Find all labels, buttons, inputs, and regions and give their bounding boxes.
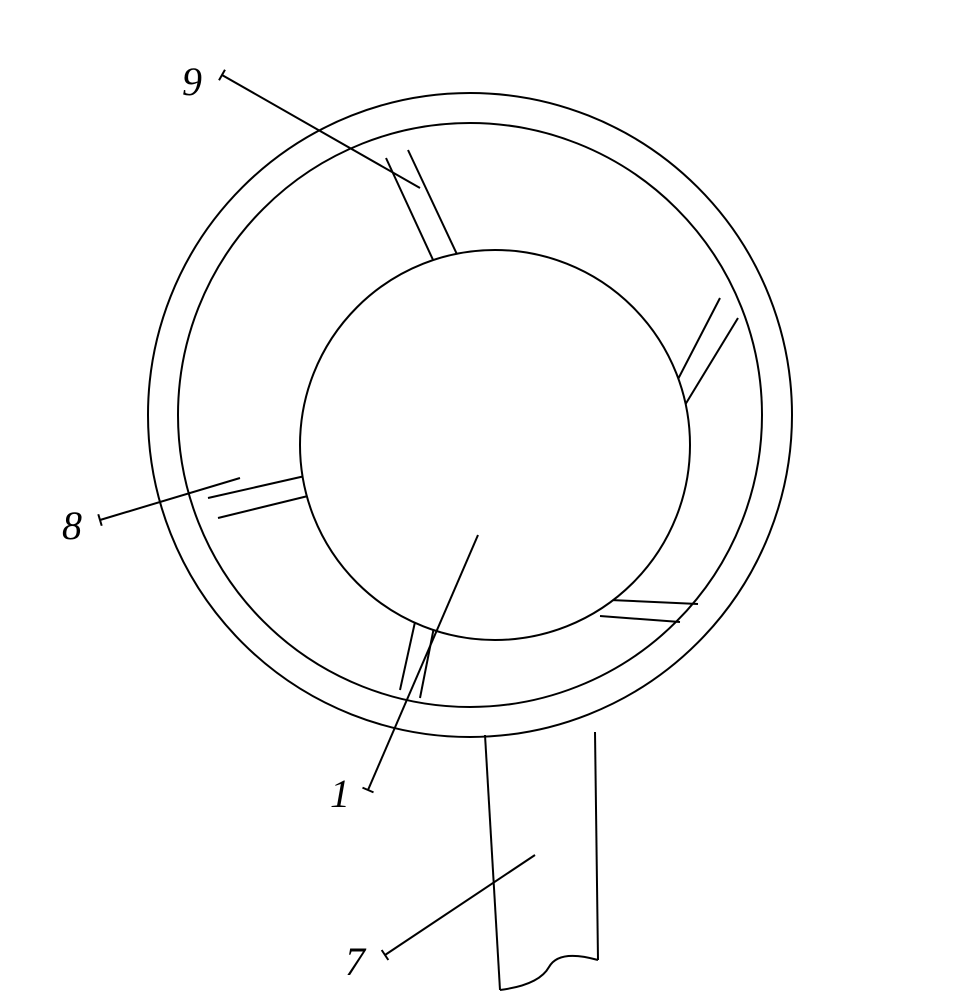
spoke-line-3a [400,622,415,690]
technical-diagram [0,0,956,1000]
spoke-line-2b [610,600,698,604]
inner-circle [300,250,690,640]
label-1: 1 [330,770,350,817]
leader-line-7 [385,855,535,955]
spoke-line-0a [408,150,462,265]
stem-left-line [485,735,500,990]
spoke-line-3b [420,622,435,698]
stem-right-line [595,732,598,960]
stem-break-line [500,956,598,990]
leader-tick-9 [219,70,225,80]
spoke-line-0b [386,158,440,275]
label-7: 7 [345,938,365,985]
label-9: 9 [182,58,202,105]
spoke-line-1a [685,318,738,405]
leader-tick-7 [382,950,389,960]
leader-line-8 [100,478,240,520]
leader-line-9 [222,75,420,188]
spoke-line-4a [208,476,305,498]
spoke-line-2a [600,616,680,622]
spoke-line-1b [675,298,720,385]
spoke-line-4b [218,496,308,518]
label-8: 8 [62,502,82,549]
